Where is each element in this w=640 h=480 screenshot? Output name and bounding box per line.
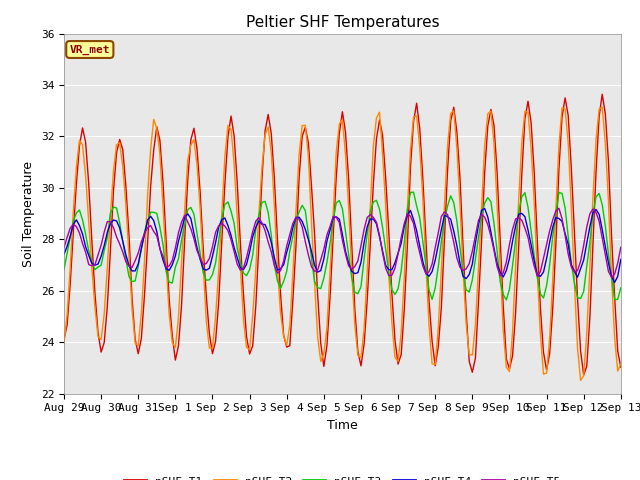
Line: pSHF_T4: pSHF_T4	[64, 209, 621, 282]
Legend: pSHF_T1, pSHF_T2, pSHF_T3, pSHF_T4, pSHF_T5: pSHF_T1, pSHF_T2, pSHF_T3, pSHF_T4, pSHF…	[120, 471, 565, 480]
Line: pSHF_T3: pSHF_T3	[64, 192, 621, 300]
Title: Peltier SHF Temperatures: Peltier SHF Temperatures	[246, 15, 439, 30]
Line: pSHF_T2: pSHF_T2	[64, 107, 621, 381]
Line: pSHF_T5: pSHF_T5	[64, 208, 621, 277]
Y-axis label: Soil Temperature: Soil Temperature	[22, 161, 35, 266]
X-axis label: Time: Time	[327, 419, 358, 432]
Line: pSHF_T1: pSHF_T1	[64, 94, 621, 375]
Text: VR_met: VR_met	[70, 44, 110, 55]
